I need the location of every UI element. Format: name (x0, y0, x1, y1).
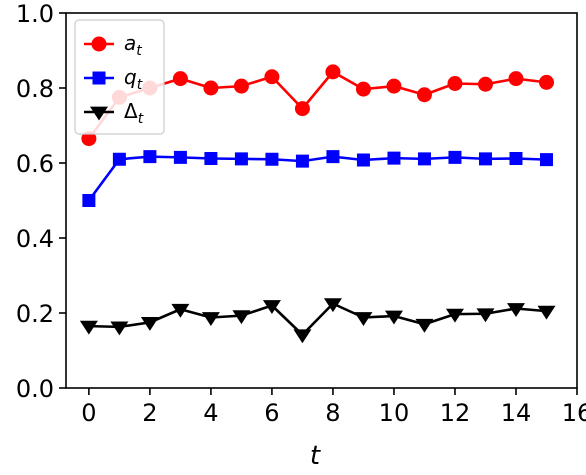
plot-frame (65, 12, 578, 389)
legend-label-sub: t (136, 43, 142, 59)
legend-entry: at (84, 31, 142, 59)
x-axis-label: t (310, 441, 321, 471)
data-point (203, 80, 219, 96)
series-line (87, 70, 547, 140)
data-point (538, 74, 554, 90)
x-tick-label: 0 (81, 399, 96, 427)
y-tick-label: 0.0 (16, 375, 54, 403)
legend-marker (91, 36, 107, 52)
data-point (386, 78, 402, 94)
legend-label: Δt (124, 99, 144, 127)
data-point (478, 152, 492, 166)
data-point (232, 310, 251, 325)
data-point (476, 308, 495, 323)
legend-label-sub: t (137, 77, 143, 93)
legend-label: qt (124, 65, 143, 93)
data-point (445, 308, 464, 323)
data-point (384, 310, 403, 325)
legend-entry: Δt (84, 99, 144, 127)
series-line (87, 155, 547, 202)
data-point (293, 329, 312, 344)
data-point (262, 300, 281, 315)
data-point (265, 152, 279, 166)
x-tick-label: 8 (325, 399, 340, 427)
x-tick-label: 12 (440, 399, 471, 427)
data-point (477, 76, 493, 92)
data-point (448, 150, 462, 164)
data-point (234, 152, 248, 166)
x-tick-label: 16 (562, 399, 586, 427)
series-line (88, 302, 547, 337)
data-point (204, 152, 218, 165)
legend-label-main: Δ (124, 99, 138, 123)
x-tick-label: 6 (264, 399, 279, 427)
data-point (447, 76, 463, 91)
series-2 (79, 298, 556, 344)
data-point (82, 194, 96, 207)
legend-label-main: a (124, 31, 136, 55)
legend-label-main: q (124, 65, 137, 89)
data-point (264, 69, 280, 85)
data-point (416, 87, 432, 103)
data-point (112, 152, 126, 166)
data-point (143, 150, 157, 164)
y-tick-label: 0.6 (16, 150, 54, 178)
data-point (326, 150, 340, 164)
data-point (81, 131, 97, 147)
data-point (323, 298, 342, 313)
data-point (508, 71, 524, 87)
series-1 (82, 150, 553, 207)
data-point (417, 152, 431, 166)
y-tick-label: 0.2 (16, 300, 54, 328)
data-point (171, 303, 190, 318)
data-point (140, 316, 159, 331)
data-point (294, 101, 310, 117)
data-point (355, 81, 371, 97)
y-tick-label: 0.4 (16, 225, 54, 253)
y-tick-label: 1.0 (16, 0, 54, 28)
legend-entry: qt (84, 65, 143, 93)
data-point (201, 312, 220, 327)
data-point (539, 153, 553, 167)
data-point (325, 64, 341, 80)
data-point (387, 151, 401, 165)
data-point (233, 78, 249, 94)
data-point (173, 150, 187, 164)
data-point (509, 152, 523, 165)
data-point (79, 320, 98, 335)
data-point (506, 303, 525, 318)
data-point (354, 312, 373, 327)
data-point (415, 318, 434, 333)
x-axis-ticks: 0 2 4 6 8 10 12 14 16 (81, 388, 586, 427)
legend-label: at (124, 31, 142, 59)
data-point (356, 153, 370, 167)
x-tick-label: 14 (501, 399, 532, 427)
x-tick-label: 10 (379, 399, 410, 427)
data-point (295, 154, 309, 168)
x-tick-label: 2 (142, 399, 157, 427)
y-axis-ticks: 0.0 0.2 0.4 0.6 0.8 1.0 (16, 0, 66, 403)
y-tick-label: 0.8 (16, 75, 54, 103)
data-point (172, 71, 188, 87)
legend-label-sub: t (138, 111, 144, 127)
data-point (537, 305, 556, 320)
legend-marker (90, 106, 108, 121)
legend-marker (92, 71, 106, 85)
data-point (110, 321, 129, 336)
x-tick-label: 4 (203, 399, 218, 427)
